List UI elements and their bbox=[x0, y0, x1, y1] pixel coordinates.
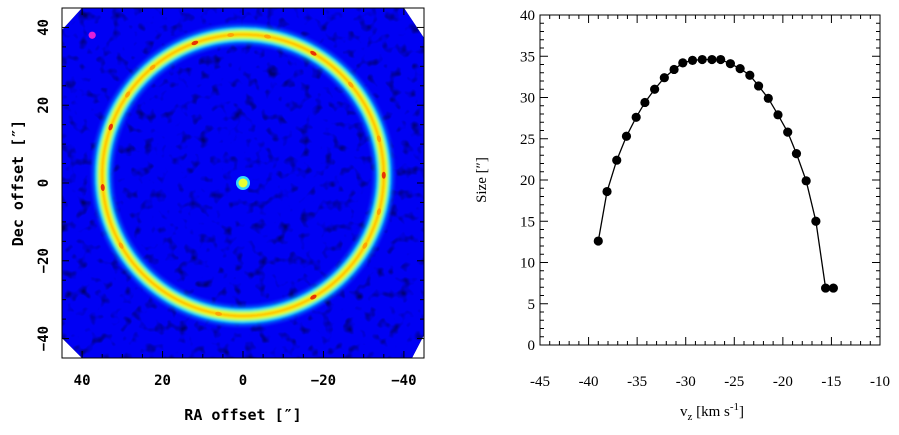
size-data-point bbox=[801, 176, 811, 186]
plot-y-tick-label: 5 bbox=[528, 297, 536, 313]
map-y-tick-label: 0 bbox=[36, 179, 52, 187]
size-data-point bbox=[612, 155, 622, 165]
plot-frame bbox=[539, 14, 881, 346]
plot-x-tick-label: -30 bbox=[676, 374, 696, 390]
plot-ticks bbox=[539, 14, 881, 346]
plot-x-tick-label: -10 bbox=[870, 374, 890, 390]
size-data-point bbox=[659, 73, 669, 83]
size-data-point bbox=[593, 236, 603, 246]
size-data-point bbox=[602, 186, 612, 197]
plot-x-axis-label: vz [km s-1] bbox=[680, 401, 744, 423]
size-data-point bbox=[828, 283, 838, 293]
size-data-point bbox=[791, 149, 802, 159]
ring-hotspot bbox=[362, 242, 368, 249]
ring-hotspot bbox=[215, 311, 223, 316]
ring-hotspot bbox=[118, 242, 124, 249]
ring-hotspot bbox=[149, 64, 156, 71]
size-data-point bbox=[821, 283, 831, 293]
map-y-tick-label: −20 bbox=[36, 248, 52, 273]
size-data-point bbox=[745, 70, 755, 80]
plot-y-tick-label: 20 bbox=[520, 173, 535, 189]
size-data-point bbox=[763, 93, 773, 103]
map-x-axis-label: RA offset [″] bbox=[184, 406, 301, 424]
left-map-panel: 40 20 0 −20 −40 −40 −20 0 20 40 RA offset [″] De… bbox=[9, 7, 425, 424]
plot-y-axis-label: Size [″] bbox=[474, 157, 490, 203]
ring-hotspot bbox=[348, 81, 354, 88]
ring-hotspot bbox=[191, 40, 199, 46]
plot-y-tick-label: 10 bbox=[520, 256, 535, 272]
plot-y-tick-labels: 0 5 10 15 20 25 30 35 40 bbox=[520, 8, 535, 354]
plot-x-tick-label: -45 bbox=[530, 374, 550, 390]
size-data-point bbox=[669, 64, 679, 75]
map-x-tick-labels: 40 20 0 −20 −40 bbox=[74, 373, 417, 389]
size-data-point bbox=[753, 81, 764, 91]
central-source bbox=[238, 178, 248, 188]
map-y-tick-label: 20 bbox=[36, 97, 52, 114]
plot-x-tick-labels: -45 -40 -35 -30 -25 -20 -15 -10 bbox=[530, 374, 890, 390]
beam-marker bbox=[88, 31, 96, 39]
size-data-point bbox=[725, 59, 736, 69]
plot-x-tick-label: -15 bbox=[821, 374, 841, 390]
plot-x-tick-label: -25 bbox=[724, 374, 744, 390]
map-ticks bbox=[61, 7, 425, 359]
map-y-tick-labels: −40 −20 0 20 40 bbox=[36, 19, 52, 351]
map-y-tick-label: 40 bbox=[36, 19, 52, 36]
plot-y-tick-label: 25 bbox=[520, 132, 535, 148]
size-data-points bbox=[593, 54, 838, 293]
ring-hotspot bbox=[310, 50, 317, 56]
size-data-point bbox=[621, 131, 632, 141]
plot-x-tick-label: -40 bbox=[579, 374, 599, 390]
map-x-tick-label: −20 bbox=[311, 373, 336, 389]
ring-hotspot bbox=[376, 208, 382, 216]
size-data-point bbox=[773, 110, 783, 120]
size-data-point bbox=[631, 112, 641, 122]
size-data-point bbox=[650, 84, 660, 94]
ring-hotspot bbox=[263, 34, 271, 39]
size-data-point bbox=[697, 54, 707, 65]
plot-y-tick-label: 40 bbox=[520, 8, 535, 24]
size-data-point bbox=[735, 64, 745, 74]
plot-x-tick-label: -35 bbox=[627, 374, 647, 390]
ring-hotspot bbox=[125, 91, 131, 98]
size-data-point bbox=[707, 54, 717, 65]
size-data-point bbox=[687, 55, 698, 65]
ring-hotspot bbox=[227, 32, 235, 37]
map-image bbox=[62, 8, 424, 358]
plot-y-tick-label: 0 bbox=[528, 338, 536, 354]
size-data-point bbox=[640, 97, 650, 108]
ring-hotspot bbox=[381, 171, 386, 179]
ring-hotspot bbox=[310, 294, 317, 300]
right-plot-panel: -45 -40 -35 -30 -25 -20 -15 -10 0 5 10 15 20 25 30 35 4… bbox=[474, 8, 890, 423]
size-data-point bbox=[811, 216, 821, 226]
plot-x-tick-label: -20 bbox=[773, 374, 793, 390]
ring-hotspot bbox=[100, 184, 105, 191]
size-data-point bbox=[716, 54, 726, 65]
plot-y-tick-label: 15 bbox=[520, 214, 535, 230]
map-x-tick-label: 40 bbox=[74, 373, 91, 389]
map-y-tick-label: −40 bbox=[36, 326, 52, 351]
size-data-point bbox=[783, 127, 793, 137]
map-x-tick-label: 0 bbox=[239, 373, 247, 389]
map-x-tick-label: 20 bbox=[154, 373, 171, 389]
plot-y-tick-label: 30 bbox=[520, 91, 535, 107]
map-x-tick-label: −40 bbox=[391, 373, 416, 389]
plot-y-tick-label: 35 bbox=[520, 49, 535, 65]
size-curve-line bbox=[597, 58, 834, 289]
ring-hotspot bbox=[108, 123, 113, 131]
ring-hotspot bbox=[376, 135, 382, 143]
map-y-axis-label: Dec offset [″] bbox=[9, 120, 27, 246]
size-data-point bbox=[678, 58, 688, 68]
